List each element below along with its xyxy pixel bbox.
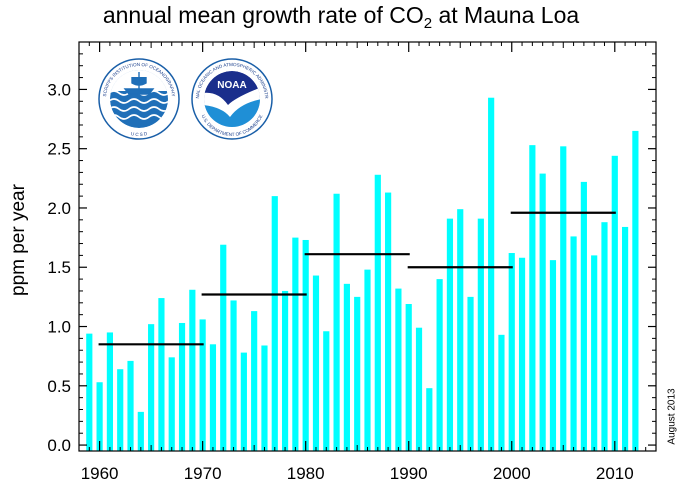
trident-icon [123, 72, 155, 95]
bar-1972 [220, 244, 227, 451]
y-tick-label: 1.0 [47, 318, 71, 337]
y-axis: 0.0 0.5 1.0 1.5 2.0 2.5 3.0 [47, 53, 656, 455]
bar-1981 [312, 275, 320, 451]
bar-2003 [539, 173, 546, 451]
bar-1989 [395, 288, 402, 451]
y-tick-label: 1.5 [47, 258, 71, 277]
bar-1964 [137, 411, 144, 451]
bar-2010 [611, 155, 618, 451]
bar-1995 [457, 209, 464, 451]
bar-1970 [199, 319, 206, 451]
bar-1991 [415, 327, 423, 451]
bar-2005 [560, 146, 567, 451]
bar-1968 [178, 322, 186, 451]
bar-1965 [148, 324, 155, 451]
bar-1982 [323, 331, 330, 451]
y-tick-label: 2.5 [47, 140, 71, 159]
bar-1971 [209, 344, 217, 451]
bar-2009 [601, 222, 608, 451]
y-tick-label: 0.0 [47, 436, 71, 455]
scripps-bottom-text: U C S D [130, 131, 148, 137]
bar-1973 [230, 300, 237, 451]
bar-1979 [292, 237, 299, 451]
bar-1993 [436, 279, 443, 451]
x-tick-label: 1990 [390, 464, 428, 483]
bar-1980 [302, 239, 309, 451]
bar-1986 [364, 269, 371, 451]
bar-1988 [385, 192, 392, 451]
bar-1984 [343, 283, 350, 451]
bar-1962 [117, 369, 124, 451]
bar-1969 [189, 289, 196, 451]
bar-1985 [354, 296, 361, 451]
scripps-logo: SCRIPPS INSTITUTION OF OCEANOGRAPHY U C … [98, 58, 180, 140]
bar-2008 [591, 255, 598, 451]
y-tick-label: 0.5 [47, 377, 71, 396]
bar-1959 [86, 333, 93, 451]
bar-2002 [529, 145, 536, 451]
bar-1992 [426, 388, 433, 451]
bar-1974 [240, 352, 247, 451]
bar-1990 [405, 304, 412, 451]
bar-2006 [570, 236, 577, 451]
bar-1977 [271, 196, 278, 451]
bar-1999 [498, 334, 505, 451]
bar-1967 [168, 357, 175, 451]
bar-1997 [477, 218, 484, 451]
bar-1963 [127, 360, 134, 451]
bar-2001 [518, 257, 526, 451]
y-tick-label: 3.0 [47, 80, 71, 99]
svg-text:U C S D: U C S D [130, 131, 148, 137]
x-axis: 1960 1970 1980 1990 2000 2010 [78, 42, 657, 483]
bar-2000 [508, 253, 515, 451]
bar-2012 [632, 130, 639, 451]
bar-2011 [622, 226, 629, 451]
bars-group [86, 97, 639, 452]
bar-1976 [261, 345, 268, 451]
bar-1960 [96, 382, 103, 451]
bar-1994 [446, 218, 454, 451]
decade-mean-lines [98, 211, 616, 346]
noaa-logo: NATIONAL OCEANIC AND ATMOSPHERIC ADMINIS… [191, 58, 273, 140]
x-tick-label: 1980 [287, 464, 325, 483]
bar-1975 [251, 311, 258, 451]
bar-1983 [333, 193, 340, 452]
bar-2007 [580, 181, 587, 451]
y-tick-label: 2.0 [47, 199, 71, 218]
bar-2004 [549, 260, 557, 451]
x-tick-label: 1970 [184, 464, 222, 483]
chart-title: annual mean growth rate of CO2 at Mauna … [102, 2, 580, 32]
x-tick-label: 2010 [596, 464, 634, 483]
bar-1961 [106, 332, 113, 451]
bar-1966 [158, 298, 165, 451]
bar-1998 [488, 97, 495, 451]
bar-1978 [281, 290, 289, 451]
x-tick-label: 2000 [493, 464, 531, 483]
x-tick-label: 1960 [81, 464, 119, 483]
bar-1996 [467, 296, 474, 451]
bar-1987 [374, 174, 381, 451]
noaa-label: NOAA [217, 80, 246, 91]
